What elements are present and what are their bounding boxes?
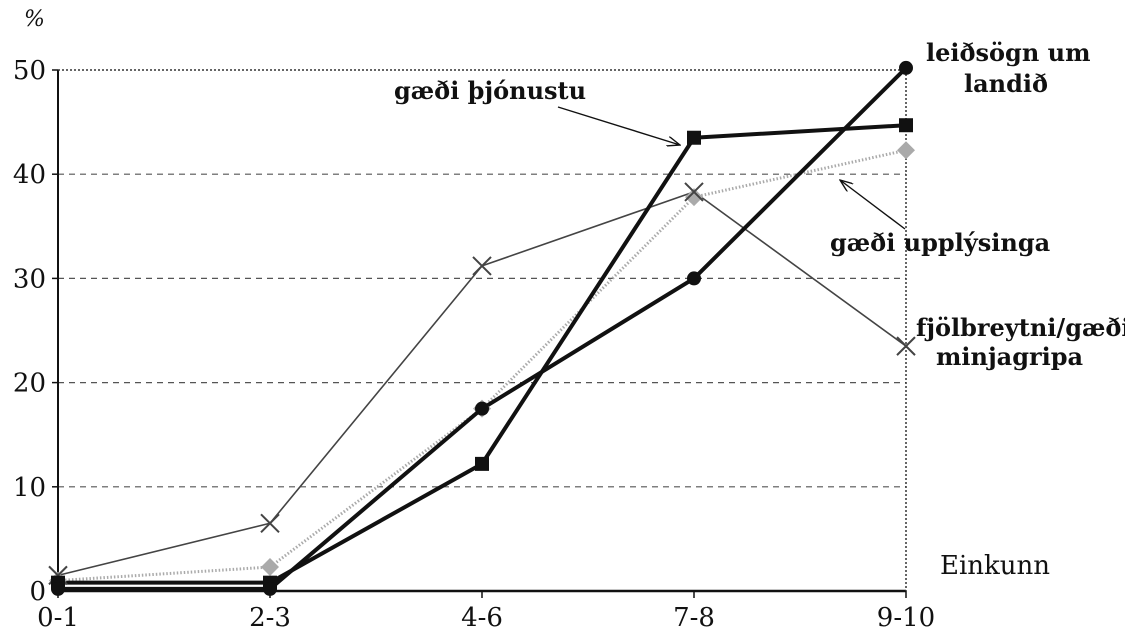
data-point — [899, 118, 913, 133]
series-markers — [48, 60, 916, 596]
label-minjagripa-line2: minjagripa — [936, 342, 1083, 371]
label-thjonusta: gæði þjónustu — [394, 76, 586, 105]
data-point — [684, 182, 704, 202]
data-point — [260, 513, 280, 533]
arrow-thjonusta — [557, 106, 680, 145]
y-tick-label: 30 — [13, 264, 46, 294]
y-tick-label: 0 — [29, 577, 46, 607]
x-tick-label: 4-6 — [461, 603, 503, 633]
data-point — [896, 336, 916, 356]
data-point — [685, 188, 703, 207]
y-tick-label: 40 — [13, 160, 46, 190]
data-point — [472, 256, 492, 276]
axes — [52, 69, 907, 598]
arrow-upplysinga — [840, 180, 906, 230]
label-leidsogn-line1: leiðsögn um — [926, 38, 1090, 67]
y-axis-unit-label: % — [24, 7, 45, 32]
series-line — [58, 66, 908, 591]
x-tick-label: 7-8 — [673, 603, 715, 633]
x-tick-label: 0-1 — [37, 603, 79, 633]
tick-labels: 0 10 20 30 40 50 0-1 2-3 4-6 7-8 9-10 — [13, 56, 935, 633]
series-lines — [57, 66, 908, 591]
data-point — [687, 130, 701, 145]
data-point — [687, 271, 701, 286]
x-tick-label: 2-3 — [249, 603, 291, 633]
x-axis-title: Einkunn — [940, 551, 1050, 581]
y-tick-label: 10 — [13, 473, 46, 503]
series-line — [57, 148, 907, 583]
data-point — [475, 456, 489, 471]
data-point — [899, 60, 913, 75]
label-minjagripa-line1: fjölbreytni/gæði — [916, 313, 1125, 342]
x-tick-label: 9-10 — [877, 603, 935, 633]
label-leidsogn-line2: landið — [964, 69, 1048, 98]
y-tick-label: 50 — [13, 56, 46, 86]
gridlines — [58, 173, 906, 488]
data-point — [897, 141, 915, 160]
data-point — [263, 581, 277, 596]
y-tick-label: 20 — [13, 369, 46, 399]
data-point — [261, 558, 279, 577]
label-upplysinga: gæði upplýsinga — [830, 228, 1050, 257]
series-line — [57, 191, 907, 577]
data-point — [475, 401, 489, 416]
data-point — [51, 581, 65, 596]
